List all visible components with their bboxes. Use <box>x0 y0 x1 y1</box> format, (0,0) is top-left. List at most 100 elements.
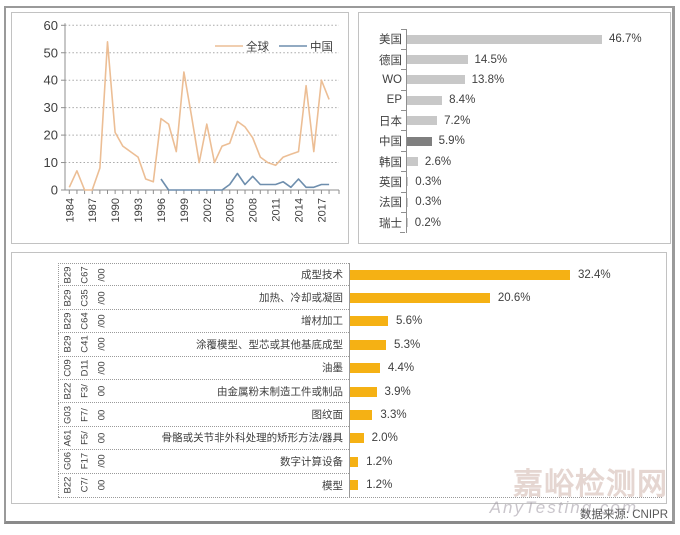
ipc-label: 模型 <box>322 479 343 492</box>
x-axis-label: 2005 <box>225 198 237 222</box>
ipc-row: B22 C7/00 模型 1.2% <box>58 473 662 497</box>
ipc-code-text: /00 <box>96 454 107 468</box>
country-bar <box>407 136 432 146</box>
country-chart-panel: 美国 46.7% 德国 14.5% WO 13.8% EP 8.4% 日本 7.2% 中国 5.9% 韩… <box>358 12 671 244</box>
ipc-bar <box>350 293 490 304</box>
y-axis-label: 60 <box>44 18 58 33</box>
x-axis-label: 1993 <box>133 198 145 222</box>
country-bar <box>407 34 602 44</box>
x-axis-label: 2008 <box>248 198 260 222</box>
x-axis-label: 2017 <box>316 198 328 222</box>
ipc-bar-zone: 2.0% <box>349 426 662 451</box>
country-label: 法国 <box>379 197 402 210</box>
y-axis-label: 20 <box>44 128 58 143</box>
country-bar-zone: 0.3% <box>401 191 664 213</box>
country-bar <box>407 75 465 85</box>
ipc-value: 5.3% <box>394 338 421 351</box>
ipc-label: 油墨 <box>322 362 343 375</box>
ipc-bar <box>350 433 364 444</box>
ipc-category: B22 F3/00 由金属粉末制造工件或制品 <box>58 379 349 404</box>
country-value: 13.8% <box>471 73 505 86</box>
axis-tick <box>401 212 406 214</box>
x-axis-label: 2011 <box>271 198 283 222</box>
ipc-code-text: B22 <box>62 476 73 494</box>
country-row: 韩国 2.6% <box>367 150 664 172</box>
country-bar <box>407 197 409 207</box>
country-value: 8.4% <box>449 94 476 107</box>
ipc-code-text: C64 <box>79 312 90 330</box>
country-bar-zone: 46.7% <box>401 28 664 50</box>
ipc-bar <box>350 339 386 350</box>
y-axis-label: 30 <box>44 100 58 115</box>
ipc-code-segment: B29 <box>59 264 76 285</box>
outer-frame: 0 10 20 30 40 50 60 1984 1987 1990 1993 1996 1999 200… <box>4 6 675 524</box>
country-row: 美国 46.7% <box>367 28 664 50</box>
ipc-category: B29 C64/00 增材加工 <box>58 309 349 334</box>
axis-tick <box>401 28 406 30</box>
ipc-row: B22 F3/00 由金属粉末制造工件或制品 3.9% <box>58 379 662 404</box>
country-bar <box>407 116 438 126</box>
ipc-chart: B29 C67/00 成型技术 32.4% B29 C35/00 加热、冷却或凝固 20.6%… <box>58 263 662 498</box>
ipc-bar <box>350 269 570 280</box>
ipc-bar-zone: 32.4% <box>349 263 662 287</box>
ipc-code-text: 00 <box>96 432 107 444</box>
ipc-value: 3.9% <box>384 385 411 398</box>
country-value: 0.3% <box>415 175 442 188</box>
country-value: 46.7% <box>609 33 642 46</box>
ipc-code-segment: /00 <box>93 286 110 308</box>
ipc-chart-panel: B29 C67/00 成型技术 32.4% B29 C35/00 加热、冷却或凝固 20.6%… <box>11 252 667 504</box>
ipc-bar-zone: 5.3% <box>349 333 662 357</box>
y-axis-label: 50 <box>44 45 58 60</box>
axis-tick <box>401 150 406 152</box>
country-label: EP <box>386 94 402 107</box>
ipc-label: 图纹面 <box>311 409 344 422</box>
ipc-value: 20.6% <box>497 292 531 305</box>
country-label: 瑞士 <box>379 217 402 230</box>
ipc-code-text: 00 <box>96 385 107 397</box>
country-row: 中国 5.9% <box>367 130 664 152</box>
axis-tick <box>401 48 406 50</box>
ipc-label: 骨骼或关节非外科处理的矫形方法/器具 <box>161 432 343 445</box>
ipc-value: 5.6% <box>396 315 423 328</box>
country-row: WO 13.8% <box>367 69 664 91</box>
ipc-code-segment: F5/ <box>76 427 93 449</box>
axis-tick <box>401 89 406 91</box>
ipc-code-text: A61 <box>62 429 73 447</box>
ipc-code-segment: F3/ <box>76 380 93 402</box>
ipc-value: 32.4% <box>578 268 611 281</box>
ipc-bar-zone: 20.6% <box>349 286 662 310</box>
country-label: 英国 <box>379 176 402 189</box>
ipc-code-segment: C35 <box>76 286 93 308</box>
ipc-code-text: F3/ <box>79 384 90 399</box>
ipc-bar-zone: 3.3% <box>349 403 662 427</box>
ipc-label: 由金属粉末制造工件或制品 <box>217 385 343 398</box>
ipc-code-segment: 00 <box>93 474 110 497</box>
ipc-bar <box>350 316 388 327</box>
axis-tick <box>401 110 406 112</box>
ipc-value: 1.2% <box>366 455 393 468</box>
ipc-code-text: F5/ <box>79 431 90 445</box>
ipc-bar-zone: 5.6% <box>349 309 662 334</box>
ipc-row: C09 D11/00 油墨 4.4% <box>58 356 662 380</box>
ipc-row: B29 C64/00 增材加工 5.6% <box>58 309 662 334</box>
country-label: 韩国 <box>379 156 402 169</box>
x-axis-label: 1990 <box>110 198 122 222</box>
ipc-code-segment: 00 <box>93 380 110 402</box>
country-label: 美国 <box>379 34 402 47</box>
ipc-bar-zone: 4.4% <box>349 356 662 380</box>
country-row: 德国 14.5% <box>367 48 664 70</box>
ipc-code-segment: C41 <box>76 333 93 355</box>
ipc-bar <box>350 456 359 467</box>
ipc-bar-zone: 1.2% <box>349 450 662 474</box>
ipc-code-segment: /00 <box>93 357 110 379</box>
country-bar-zone: 0.3% <box>401 171 664 193</box>
ipc-code-text: 00 <box>96 479 107 491</box>
axis-tick <box>401 171 406 173</box>
ipc-code-segment: /00 <box>93 450 110 472</box>
legend-label: 中国 <box>310 41 333 54</box>
ipc-label: 数字计算设备 <box>280 455 343 468</box>
ipc-code-segment: 00 <box>93 427 110 449</box>
data-source-caption: 数据来源: CNIPR <box>579 509 668 521</box>
ipc-category: B29 C35/00 加热、冷却或凝固 <box>58 286 349 310</box>
ipc-code-segment: /00 <box>93 310 110 332</box>
